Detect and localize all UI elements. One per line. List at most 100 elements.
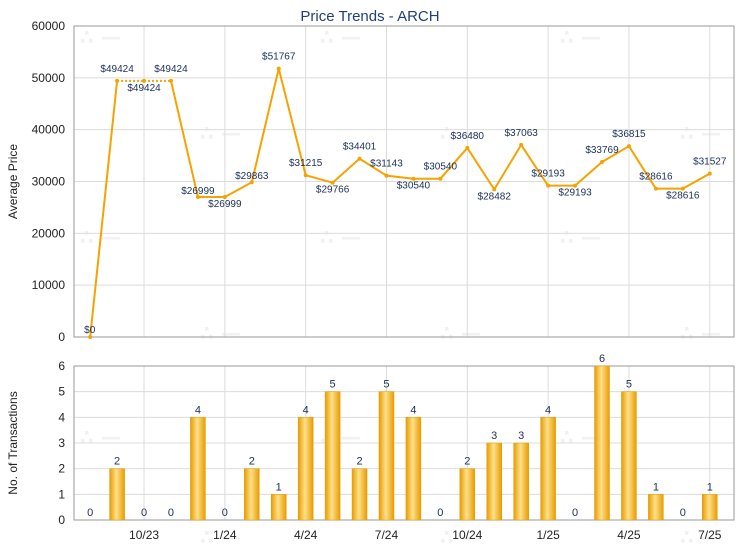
price-point	[384, 173, 389, 178]
transactions-bar-label: 0	[141, 507, 147, 519]
price-data-label: $49424	[100, 64, 134, 75]
transactions-bar-label: 1	[707, 481, 713, 493]
transactions-bar-label: 0	[87, 507, 93, 519]
x-tick-label: 10/23	[129, 528, 159, 542]
price-data-label: $36480	[451, 131, 485, 142]
price-line-segment	[386, 174, 414, 180]
price-point	[357, 156, 362, 161]
transactions-bar-label: 0	[168, 507, 174, 519]
price-line-segment	[601, 145, 630, 163]
price-data-label: $33769	[585, 145, 619, 156]
price-line-segment	[331, 157, 361, 184]
price-data-label: $26999	[208, 199, 242, 210]
price-point	[195, 195, 200, 200]
transactions-y-tick-label: 6	[58, 359, 65, 373]
transactions-bar-label: 0	[222, 507, 228, 519]
price-data-label: $34401	[343, 142, 377, 153]
transactions-y-tick-label: 4	[58, 410, 65, 424]
transactions-bar-label: 2	[114, 456, 120, 468]
watermark-layer: ∴ — ∴ — ∴ — ∴ — ∴ — ∴ — ∴ — ∴ — ∴ — ∴ — ∴ — ∴ — ∴ — ∴…	[80, 25, 721, 549]
transactions-bar	[513, 442, 529, 521]
transactions-bar	[190, 417, 206, 521]
price-data-label: $49424	[127, 83, 161, 94]
transactions-plot-frame	[73, 365, 735, 521]
transactions-bar-label: 2	[356, 456, 362, 468]
price-data-label: $30540	[424, 162, 458, 173]
transactions-bar-label: 5	[383, 379, 389, 391]
price-point	[115, 78, 120, 83]
transactions-bar-label: 4	[303, 404, 309, 416]
price-data-label: $29193	[558, 188, 592, 199]
price-data-label: $29766	[316, 185, 350, 196]
transactions-bar	[109, 468, 125, 521]
price-data-label: $0	[84, 325, 96, 336]
transactions-bar-label: 0	[680, 507, 686, 519]
price-point	[600, 159, 604, 164]
transactions-bar	[621, 391, 637, 521]
watermark-mark: ∴ —	[320, 225, 361, 249]
price-data-label: $31143	[370, 159, 403, 170]
transactions-y-tick-label: 5	[58, 385, 65, 399]
transactions-bar-label: 0	[572, 507, 578, 519]
transactions-bar	[486, 442, 502, 521]
transactions-bar	[405, 417, 422, 521]
price-line-segment	[305, 174, 333, 184]
transactions-bar	[244, 468, 260, 521]
watermark-mark: ∴ —	[440, 321, 481, 345]
price-point	[168, 78, 173, 83]
price-point	[330, 180, 335, 185]
transactions-y-tick-label: 1	[58, 487, 65, 501]
watermark-mark: ∴ —	[440, 121, 481, 145]
x-tick-label: 1/25	[536, 528, 560, 542]
price-data-label: $28616	[666, 191, 700, 202]
watermark-mark: ∴ —	[680, 121, 721, 145]
transactions-y-tick-label: 0	[58, 513, 65, 527]
price-data-label: $36815	[612, 129, 646, 140]
price-point	[438, 176, 443, 181]
price-y-axis-label: Average Price	[6, 144, 20, 219]
price-point	[222, 195, 227, 200]
transactions-bar	[540, 417, 556, 521]
x-tick-label: 4/24	[294, 528, 318, 542]
transactions-bar-panel: 0 1 2 3 4 5 6 10/23 1/24 4/24 7/24 10/24 1/25 4/25 7/2…	[6, 353, 735, 542]
price-data-label: $37063	[504, 128, 538, 139]
price-line-segment	[250, 68, 280, 183]
x-tick-label: 10/24	[452, 528, 482, 542]
transactions-bar-label: 1	[276, 481, 282, 493]
x-tick-label: 4/25	[617, 528, 641, 542]
price-y-tick-label: 0	[58, 330, 65, 344]
price-y-tick-label: 30000	[32, 175, 66, 189]
transactions-bar-label: 3	[518, 430, 524, 442]
price-line-segment	[170, 80, 199, 198]
price-point	[465, 145, 470, 150]
price-point	[88, 335, 93, 339]
price-data-label: $29193	[531, 169, 565, 180]
transactions-bar	[378, 391, 395, 521]
price-point	[303, 173, 308, 178]
watermark-mark: ∴ —	[440, 525, 481, 549]
watermark-mark: ∴ —	[200, 321, 241, 345]
price-point	[707, 171, 712, 176]
watermark-mark: ∴ —	[680, 321, 721, 345]
transactions-bar-label: 0	[437, 507, 443, 519]
price-data-label: $31215	[289, 158, 323, 169]
transactions-bar-label: 4	[545, 404, 551, 416]
price-data-label: $28482	[478, 191, 512, 202]
x-tick-label: 1/24	[213, 528, 237, 542]
price-y-tick-label: 60000	[32, 19, 66, 33]
price-point	[573, 183, 578, 188]
price-line-segment	[439, 147, 469, 180]
transactions-bar	[297, 417, 314, 521]
price-line-segment	[520, 144, 549, 187]
price-line-segment	[359, 157, 388, 177]
transactions-bar-label: 4	[195, 404, 201, 416]
price-data-label: $31527	[693, 157, 727, 168]
chart-title: Price Trends - ARCH	[300, 8, 439, 25]
price-y-tick-label: 40000	[32, 123, 66, 137]
price-y-tick-label: 20000	[32, 226, 66, 240]
transactions-bar	[594, 365, 610, 521]
price-point	[546, 183, 551, 188]
transactions-bar-label: 4	[410, 404, 416, 416]
transactions-y-tick-label: 3	[58, 436, 65, 450]
